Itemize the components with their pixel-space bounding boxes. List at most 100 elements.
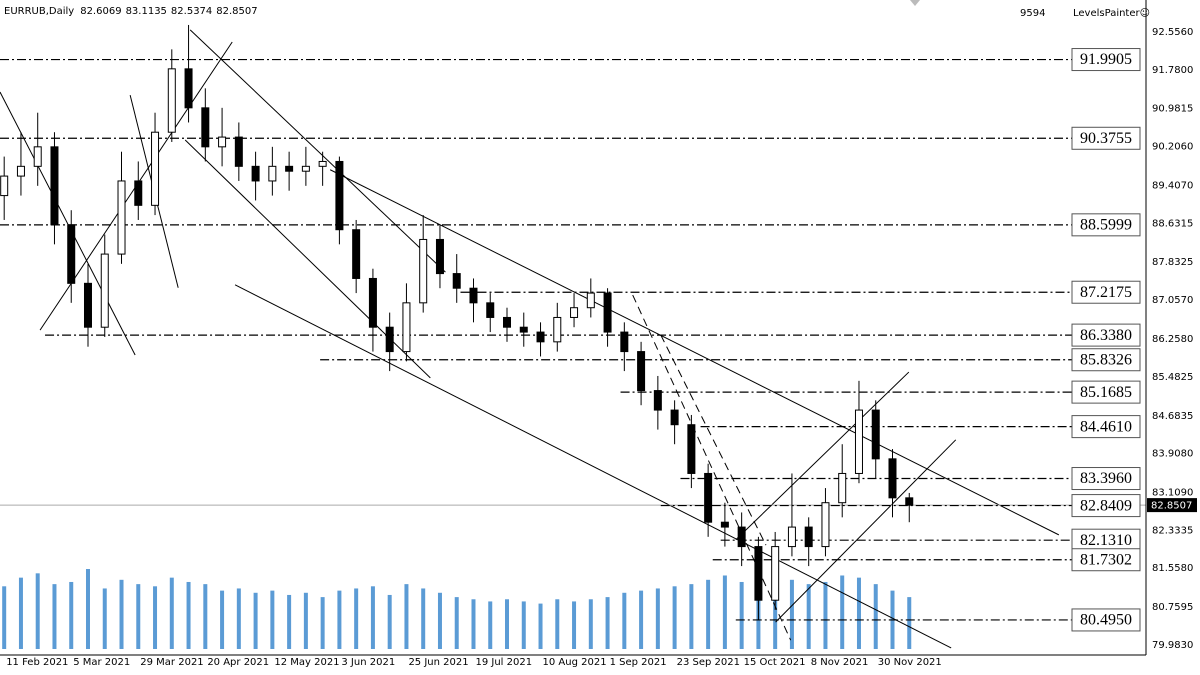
- trend-line: [775, 439, 957, 623]
- x-tick-label: 15 Oct 2021: [744, 657, 806, 668]
- candle-body: [33, 146, 42, 167]
- candle-body: [821, 502, 830, 548]
- x-tick-label: 30 Nov 2021: [878, 657, 942, 668]
- volume-bar: [739, 581, 744, 649]
- candle-body: [368, 277, 377, 328]
- volume-bar: [655, 588, 660, 649]
- candle-body: [201, 107, 210, 148]
- candle-body: [871, 409, 880, 460]
- x-tick-label: 19 Jul 2021: [475, 657, 532, 668]
- level-box: [1071, 126, 1141, 150]
- candle-body: [787, 526, 796, 548]
- trend-line: [189, 29, 446, 273]
- level-box: [1071, 348, 1141, 372]
- level-box: [1071, 494, 1141, 518]
- y-tick-label: 88.6315: [1152, 218, 1193, 229]
- y-tick-label: 86.2580: [1152, 334, 1193, 345]
- candle-body: [720, 521, 729, 528]
- volume-bar: [85, 569, 90, 649]
- volume-bar: [555, 599, 560, 649]
- x-tick-label: 12 May 2021: [274, 657, 339, 668]
- candle-body: [134, 180, 143, 206]
- volume-bar: [52, 584, 57, 649]
- volume-bar: [605, 597, 610, 649]
- level-box: [1071, 608, 1141, 632]
- volume-bar: [722, 575, 727, 649]
- candle-body: [419, 238, 428, 304]
- candle-body: [234, 136, 243, 167]
- x-tick-label: 8 Nov 2021: [811, 657, 869, 668]
- x-tick-label: 10 Aug 2021: [543, 657, 607, 668]
- candle-body: [318, 160, 327, 167]
- volume-bar: [622, 592, 627, 649]
- volume-bar: [404, 584, 409, 649]
- trend-line: [632, 294, 792, 641]
- x-tick-label: 3 Jun 2021: [341, 657, 395, 668]
- y-tick-label: 87.8325: [1152, 257, 1193, 268]
- y-tick-label: 84.6835: [1152, 411, 1193, 422]
- candle-body: [117, 180, 126, 255]
- y-tick-label: 81.5580: [1152, 563, 1193, 574]
- level-box: [1071, 415, 1141, 439]
- volume-bar: [471, 599, 476, 649]
- candle-body: [352, 229, 361, 279]
- level-box: [1071, 380, 1141, 404]
- x-tick-label: 29 Mar 2021: [140, 657, 203, 668]
- volume-bar: [119, 579, 124, 649]
- y-tick-label: 82.3335: [1152, 525, 1193, 536]
- candle-body: [335, 160, 344, 231]
- volume-bar: [186, 581, 191, 649]
- volume-bar: [572, 601, 577, 649]
- candle-body: [620, 331, 629, 353]
- volume-bar: [538, 603, 543, 649]
- candle-body: [452, 273, 461, 289]
- level-label: 87.2175: [1080, 284, 1132, 301]
- volume-bar: [588, 599, 593, 649]
- y-tick-label: 92.5560: [1152, 27, 1193, 38]
- volume-bar: [773, 577, 778, 649]
- candle-body: [301, 165, 310, 172]
- level-label: 85.8326: [1080, 351, 1132, 368]
- y-tick-label: 83.1090: [1152, 488, 1193, 499]
- candle-body: [50, 146, 59, 226]
- trend-line: [660, 334, 767, 546]
- volume-bar: [639, 590, 644, 649]
- x-tick-label: 25 Jun 2021: [408, 657, 468, 668]
- level-label: 86.3380: [1080, 327, 1132, 344]
- level-label: 82.1310: [1080, 532, 1132, 549]
- candle-body: [570, 307, 579, 318]
- candle-body: [385, 326, 394, 353]
- candle-body: [469, 287, 478, 304]
- trend-line: [234, 284, 952, 649]
- candle-body: [771, 546, 780, 601]
- volume-bar: [153, 586, 158, 649]
- volume-bar: [421, 588, 426, 649]
- volume-bar: [303, 592, 308, 649]
- candle-body: [184, 68, 193, 109]
- volume-bar: [488, 601, 493, 649]
- volume-bar: [387, 594, 392, 649]
- volume-bar: [18, 577, 23, 649]
- header-value: 82.6069: [80, 6, 121, 17]
- y-tick-label: 87.0570: [1152, 295, 1193, 306]
- level-label: 90.3755: [1080, 130, 1132, 147]
- volume-bar: [521, 601, 526, 649]
- y-tick-label: 90.2060: [1152, 142, 1193, 153]
- candle-body: [737, 526, 746, 548]
- trend-line: [0, 91, 136, 356]
- y-tick-label: 79.9830: [1152, 640, 1193, 651]
- labels-layer: 92.5560 91.7800 90.9815 90.2060 89.4070 88.63…: [6, 27, 1197, 668]
- volume-bar: [505, 599, 510, 649]
- x-tick-label: 1 Sep 2021: [610, 657, 667, 668]
- level-label: 83.3960: [1080, 470, 1132, 487]
- trend-line: [735, 371, 910, 541]
- candle-body: [586, 292, 595, 309]
- volume-layer: [2, 569, 912, 649]
- chart-header: EURRUB,Daily 82.6069 83.1135 82.5374 82.8507: [4, 6, 258, 17]
- header-value: 83.1135: [126, 6, 167, 17]
- candle-body: [67, 224, 76, 284]
- candle-body: [402, 302, 411, 353]
- candle-body: [285, 165, 294, 172]
- y-tick-label: 91.7800: [1152, 65, 1193, 76]
